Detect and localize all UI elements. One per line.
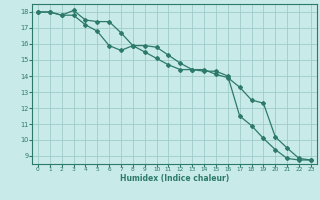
X-axis label: Humidex (Indice chaleur): Humidex (Indice chaleur): [120, 174, 229, 183]
